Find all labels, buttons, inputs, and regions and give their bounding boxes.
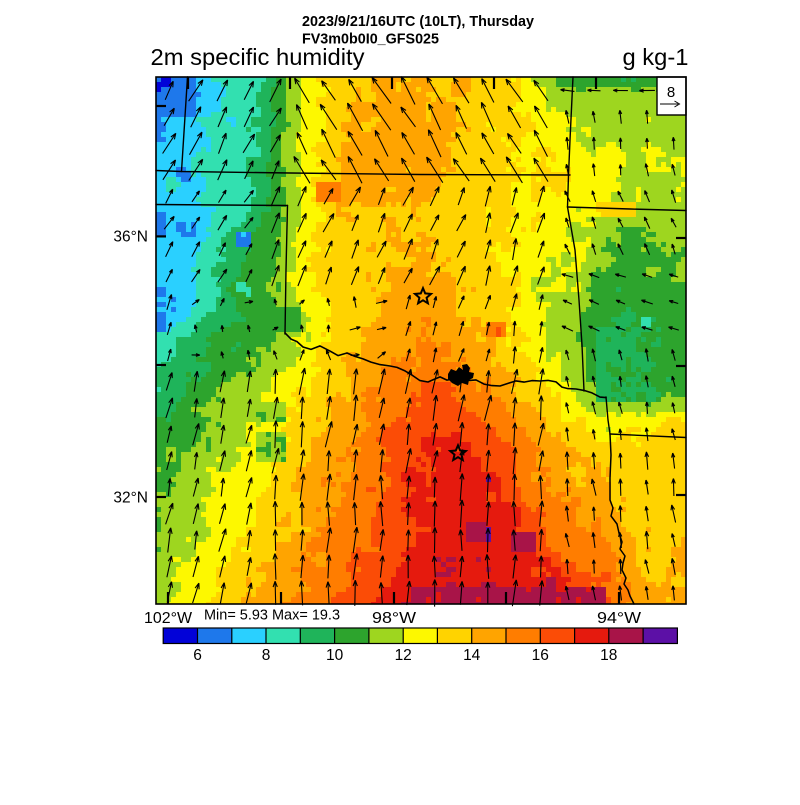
svg-text:2023/9/21/16UTC (10LT), Thursd: 2023/9/21/16UTC (10LT), Thursday [302,14,535,30]
svg-text:10: 10 [326,647,344,664]
svg-text:32°N: 32°N [113,490,148,507]
svg-text:Min= 5.93 Max= 19.3: Min= 5.93 Max= 19.3 [204,607,340,624]
svg-text:102°W: 102°W [144,610,192,627]
svg-text:8: 8 [667,84,675,101]
svg-text:FV3m0b0I0_GFS025: FV3m0b0I0_GFS025 [302,32,439,48]
svg-text:98°W: 98°W [372,610,416,627]
svg-text:36°N: 36°N [113,229,148,246]
svg-text:14: 14 [463,647,481,664]
svg-text:12: 12 [395,647,412,664]
svg-text:16: 16 [532,647,549,664]
svg-text:8: 8 [262,647,271,664]
svg-text:6: 6 [193,647,202,664]
svg-text:g kg-1: g kg-1 [623,44,689,70]
svg-text:2m specific humidity: 2m specific humidity [151,44,365,70]
svg-text:18: 18 [600,647,617,664]
svg-text:94°W: 94°W [597,610,641,627]
